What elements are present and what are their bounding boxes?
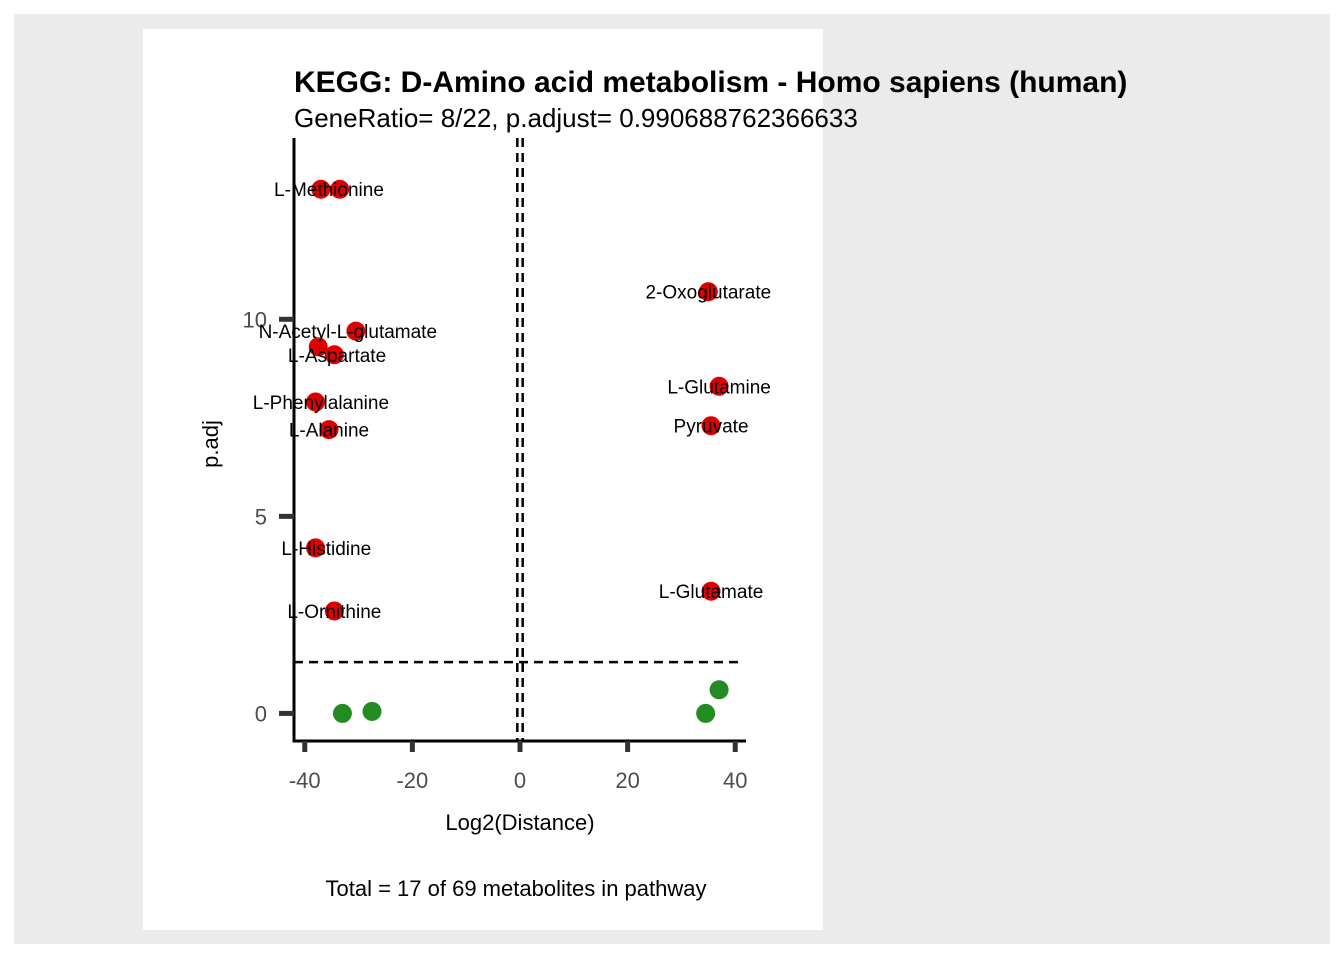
chart-caption: Total = 17 of 69 metabolites in pathway	[326, 876, 707, 901]
significant-point	[324, 601, 344, 621]
significant-point	[709, 376, 729, 396]
significant-point	[324, 345, 344, 365]
point-label: L-Methionine	[274, 180, 384, 201]
point-label: L-Histidine	[281, 539, 371, 560]
nonsignificant-point	[696, 703, 716, 723]
significant-point	[319, 420, 339, 440]
y-tick-label: 5	[255, 504, 267, 529]
y-axis-title: p.adj	[198, 420, 223, 468]
significant-point	[306, 392, 326, 412]
chart-subtitle: GeneRatio= 8/22, p.adjust= 0.99068876236…	[294, 103, 858, 133]
x-tick-label: -40	[289, 768, 321, 793]
point-label: L-Ornithine	[287, 602, 381, 623]
significant-point	[306, 538, 326, 558]
point-label: L-Glutamate	[659, 582, 764, 603]
point-label: L-Glutamine	[667, 377, 771, 398]
x-axis-title: Log2(Distance)	[445, 810, 594, 835]
point-label: Pyruvate	[674, 417, 749, 438]
chart-title: KEGG: D-Amino acid metabolism - Homo sap…	[294, 66, 1127, 99]
x-tick-label: -20	[396, 768, 428, 793]
nonsignificant-point	[709, 680, 729, 700]
significant-point	[701, 581, 721, 601]
significant-point	[311, 179, 331, 199]
y-tick-label: 0	[255, 701, 267, 726]
data-points	[306, 179, 729, 723]
significant-point	[346, 321, 366, 341]
point-label: 2-Oxoglutarate	[645, 283, 771, 304]
significant-point	[701, 416, 721, 436]
point-label: N-Acetyl-L-glutamate	[259, 322, 437, 343]
point-label: L-Alanine	[289, 421, 369, 442]
nonsignificant-point	[362, 701, 382, 721]
x-tick-label: 0	[514, 768, 526, 793]
x-tick-label: 40	[723, 768, 747, 793]
significant-point	[308, 337, 328, 357]
nonsignificant-point	[332, 703, 352, 723]
axes: -40 -20 0 20 40 0 5 10	[243, 138, 747, 793]
threshold-lines	[294, 138, 738, 741]
panel-background	[143, 29, 823, 930]
y-tick-label: 10	[243, 307, 267, 332]
significant-point	[698, 282, 718, 302]
x-tick-label: 20	[615, 768, 639, 793]
point-label: L-Aspartate	[288, 346, 386, 367]
significant-point	[330, 179, 350, 199]
point-labels: L-Methionine 2-Oxoglutarate N-Acetyl-L-glu…	[253, 180, 771, 623]
point-label: L-Phenylalanine	[253, 393, 389, 414]
